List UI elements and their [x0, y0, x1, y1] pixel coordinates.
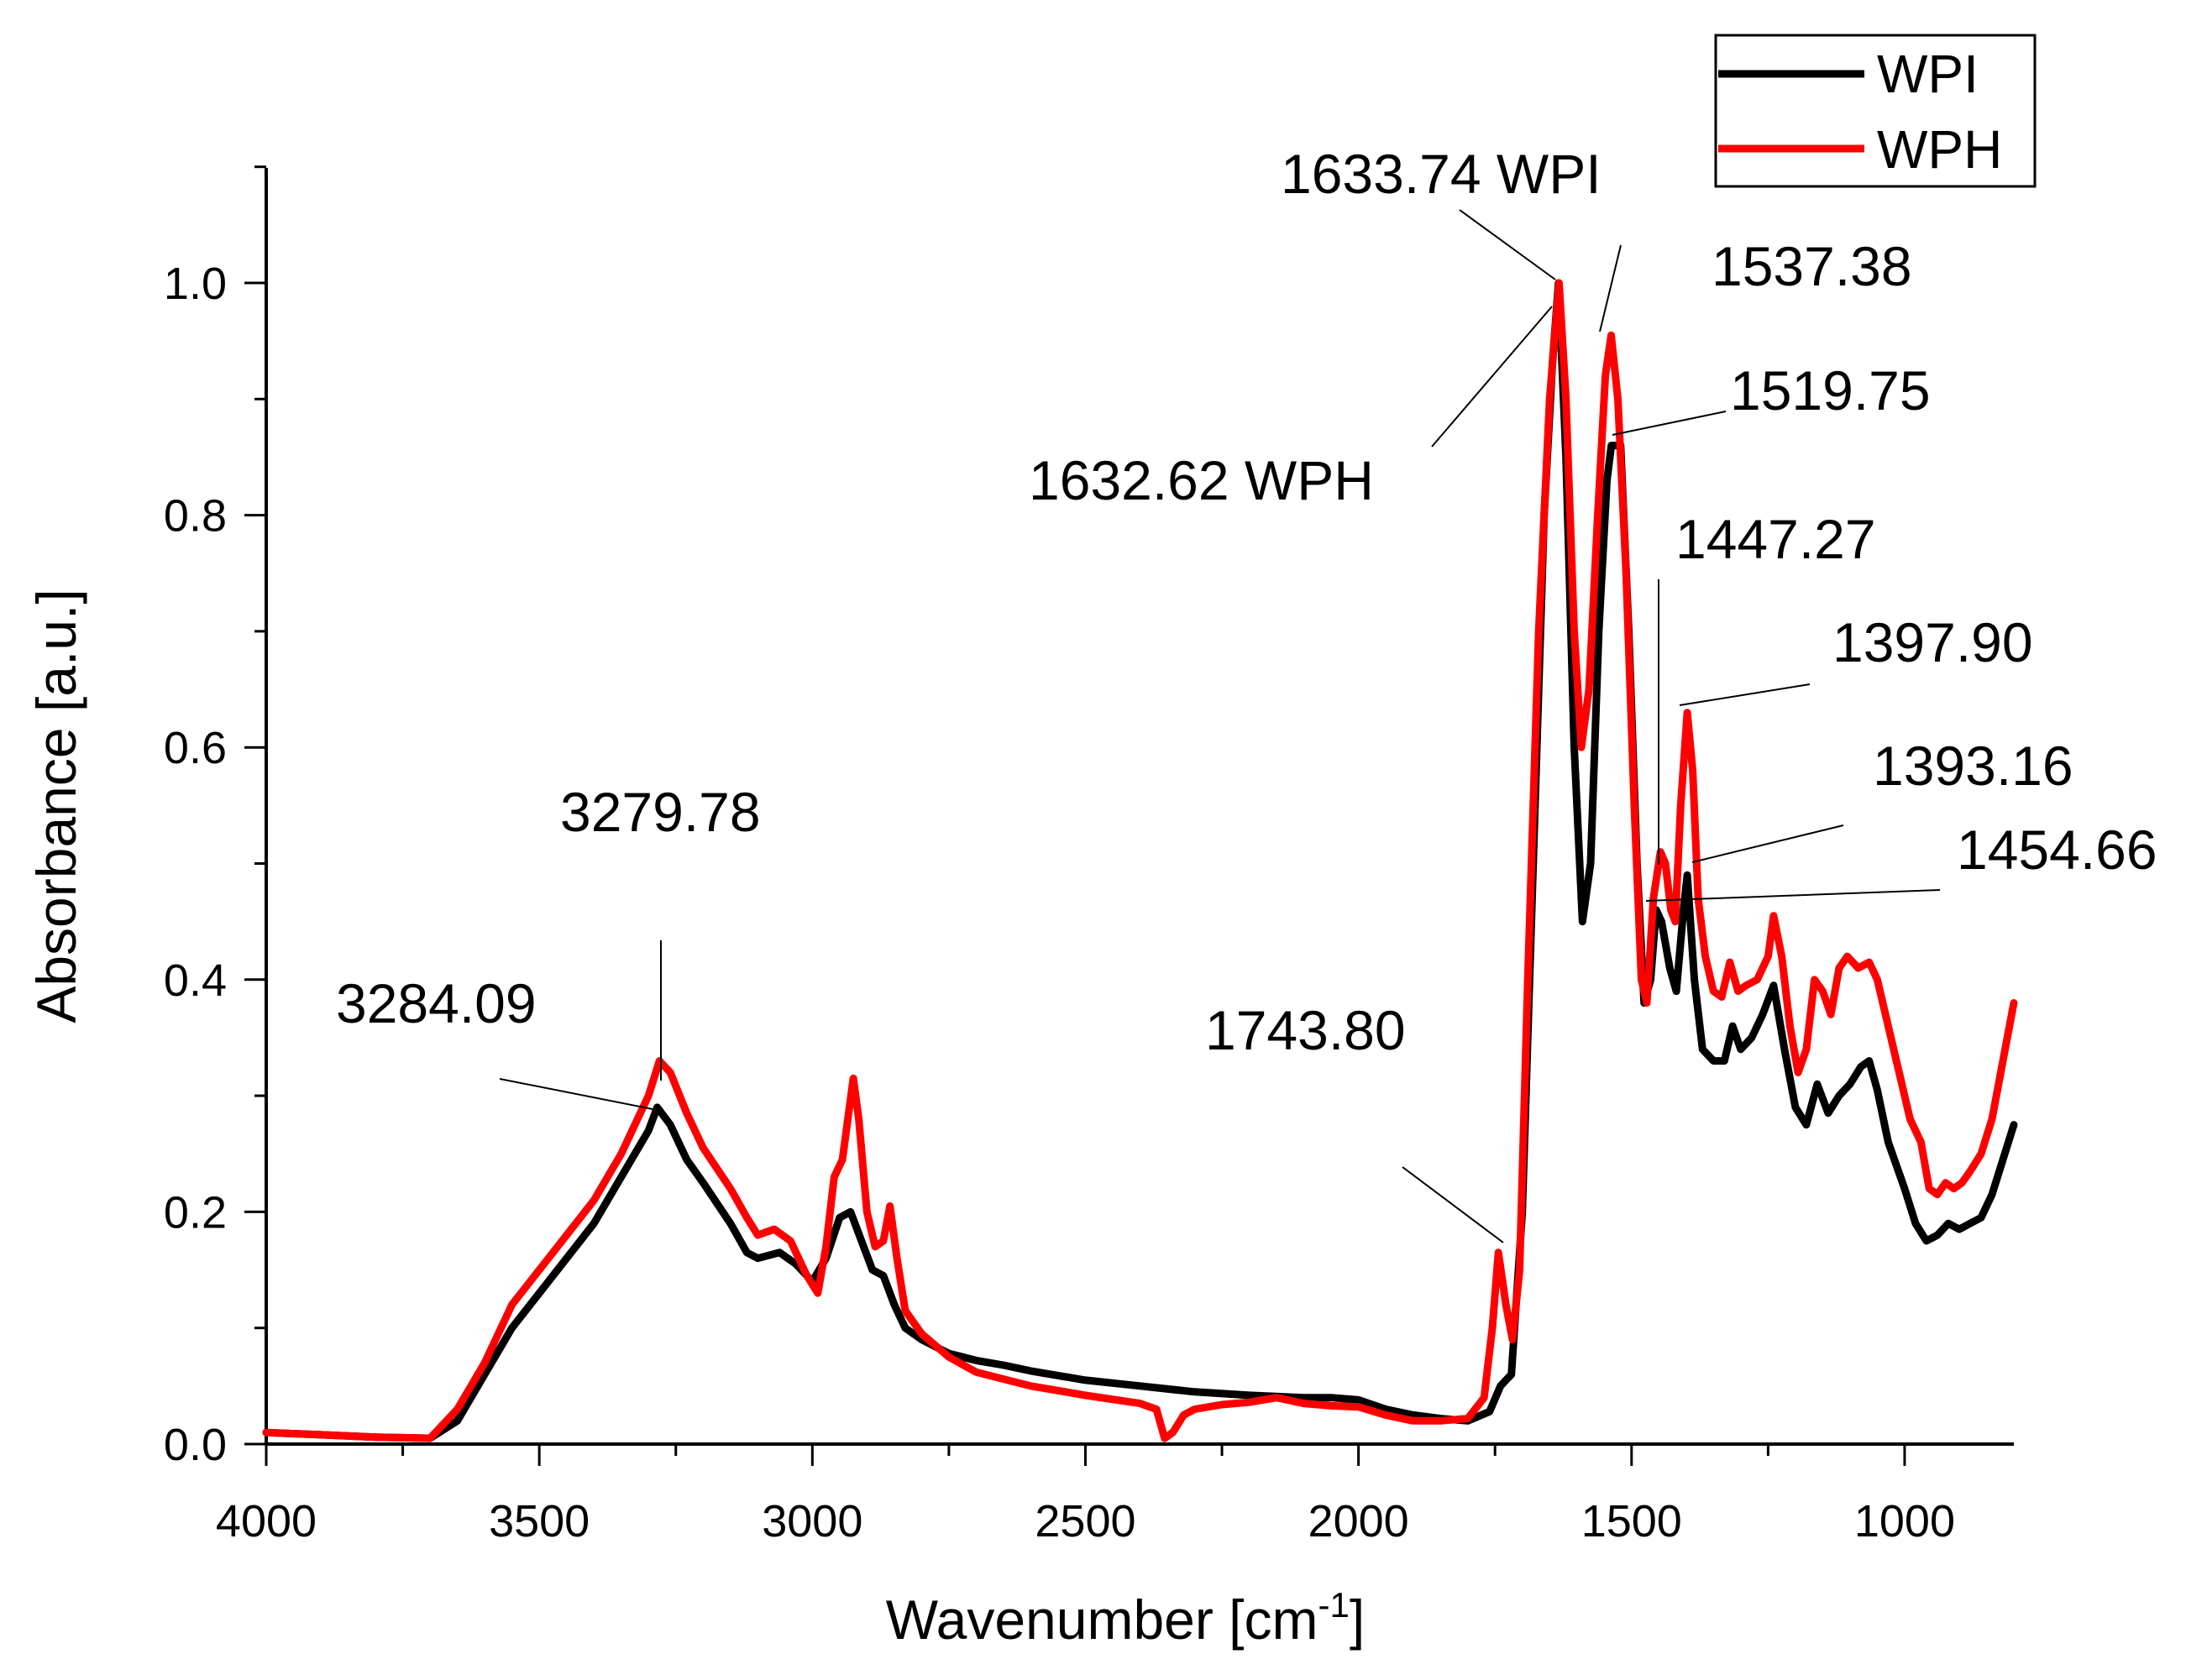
annotation-leaders — [499, 209, 1941, 1243]
annotation-label: 1743.80 — [1205, 999, 1406, 1061]
y-tick-label: 0.8 — [164, 491, 227, 542]
x-tick-label: 1000 — [1854, 1496, 1955, 1547]
y-tick-label: 0.0 — [164, 1420, 227, 1470]
annotation-label: 3284.09 — [336, 972, 537, 1034]
annotation-leader — [1431, 306, 1553, 447]
annotations: 1633.74 WPI 1537.38 1632.62 WPH 1519.75 1447… — [336, 143, 2157, 1061]
legend-label-wpi: WPI — [1877, 44, 1979, 104]
y-axis-label: Absorbance [a.u.] — [25, 589, 87, 1023]
series-line-wph — [262, 279, 2018, 1442]
annotation-leader — [1459, 209, 1556, 280]
annotation-label: 1397.90 — [1832, 611, 2033, 673]
legend-label-wph: WPH — [1877, 119, 2002, 180]
x-tick-label: 2000 — [1308, 1496, 1409, 1547]
x-ticks: 4000 3500 3000 2500 2000 1500 1000 — [216, 1444, 1955, 1547]
annotation-label: 1537.38 — [1712, 235, 1912, 297]
annotation-leader — [1645, 889, 1941, 902]
y-tick-label: 0.4 — [164, 955, 227, 1006]
series-lines — [262, 279, 2018, 1442]
x-tick-label: 4000 — [216, 1496, 317, 1547]
y-tick-label: 0.2 — [164, 1187, 227, 1238]
x-tick-label: 3000 — [762, 1496, 862, 1547]
annotation-leader — [499, 1078, 658, 1111]
y-tick-label: 0.6 — [164, 723, 227, 773]
x-tick-label: 2500 — [1035, 1496, 1135, 1547]
annotation-label: 1632.62 WPH — [1029, 449, 1374, 511]
annotation-leader — [1679, 683, 1811, 706]
x-tick-label: 3500 — [489, 1496, 590, 1547]
annotation-label: 1447.27 — [1675, 508, 1876, 570]
legend-box — [1714, 34, 2037, 188]
annotation-leader — [1402, 1166, 1504, 1243]
annotation-label: 1454.66 — [1957, 819, 2157, 881]
annotation-leader — [1599, 244, 1622, 332]
annotation-label: 1393.16 — [1873, 735, 2073, 797]
y-ticks: 0.0 0.2 0.4 0.6 0.8 1.0 — [164, 165, 266, 1470]
x-axis-label: Wavenumber [cm-1] — [886, 1585, 1365, 1651]
y-tick-label: 1.0 — [164, 259, 227, 309]
annotation-label: 1633.74 WPI — [1281, 143, 1602, 205]
annotation-label: 3279.78 — [560, 781, 761, 843]
annotation-label: 1519.75 — [1730, 359, 1931, 421]
legend: WPI WPH — [1714, 34, 2037, 188]
annotation-leader — [1691, 824, 1844, 863]
annotation-leader — [1612, 411, 1727, 436]
x-tick-label: 1500 — [1581, 1496, 1682, 1547]
